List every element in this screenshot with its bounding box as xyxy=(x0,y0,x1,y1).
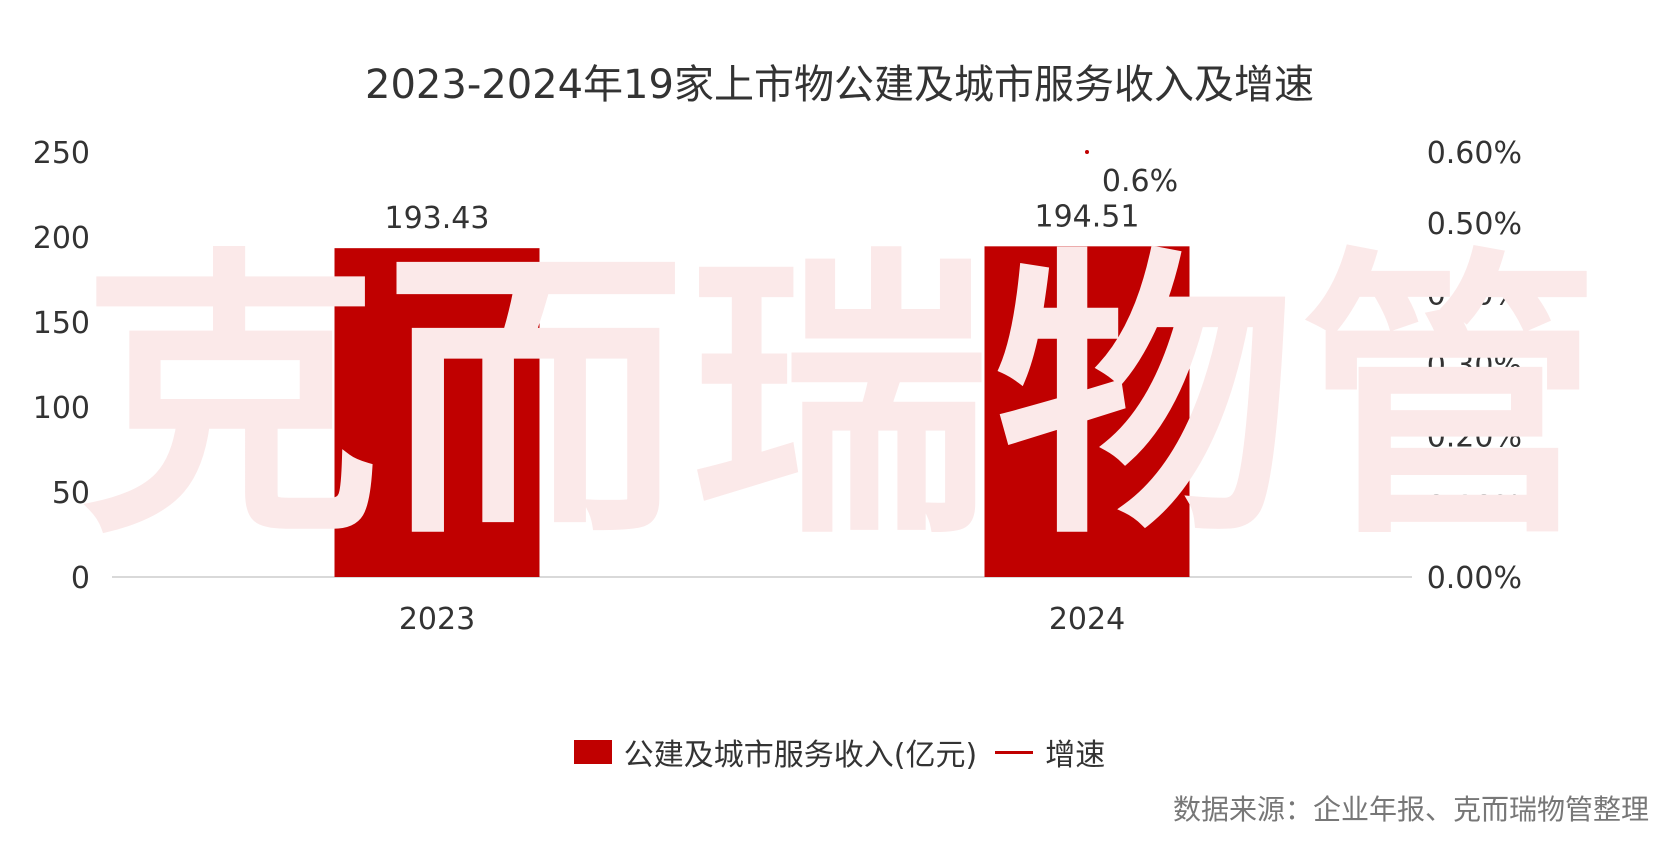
y-left-tick-label: 50 xyxy=(52,476,90,511)
y-left-tick-label: 200 xyxy=(33,221,90,256)
chart-title: 2023-2024年19家上市物公建及城市服务收入及增速 xyxy=(365,62,1314,108)
x-tick-label: 2024 xyxy=(1049,602,1125,637)
bar xyxy=(334,248,540,577)
bar xyxy=(984,246,1190,577)
y-left-tick-label: 0 xyxy=(71,561,90,596)
y-right-tick-label: 0.50% xyxy=(1427,207,1522,242)
y-right-tick-label: 0.00% xyxy=(1427,561,1522,596)
x-tick-label: 2023 xyxy=(399,602,475,637)
legend-line-label: 增速 xyxy=(1045,738,1106,773)
y-right-tick-label: 0.20% xyxy=(1427,419,1522,454)
y-right-tick-label: 0.40% xyxy=(1427,278,1522,313)
y-left-tick-label: 100 xyxy=(33,391,90,426)
legend-bar-swatch xyxy=(573,740,612,764)
bar-data-label: 194.51 xyxy=(1035,199,1140,234)
bar-data-label: 193.43 xyxy=(385,201,490,236)
line-point xyxy=(1085,150,1089,154)
legend-line-swatch xyxy=(995,750,1034,754)
y-right-tick-label: 0.10% xyxy=(1427,490,1522,525)
line-data-label: 0.6% xyxy=(1102,164,1178,199)
y-right-tick-label: 0.60% xyxy=(1427,136,1522,171)
legend-bar-label: 公建及城市服务收入(亿元) xyxy=(623,738,978,773)
y-left-tick-label: 250 xyxy=(33,136,90,171)
y-right-tick-label: 0.30% xyxy=(1427,349,1522,384)
legend: 公建及城市服务收入(亿元) 增速 xyxy=(0,730,1679,774)
data-source-note: 数据来源：企业年报、克而瑞物管整理 xyxy=(1172,793,1649,826)
y-left-tick-label: 150 xyxy=(33,306,90,341)
